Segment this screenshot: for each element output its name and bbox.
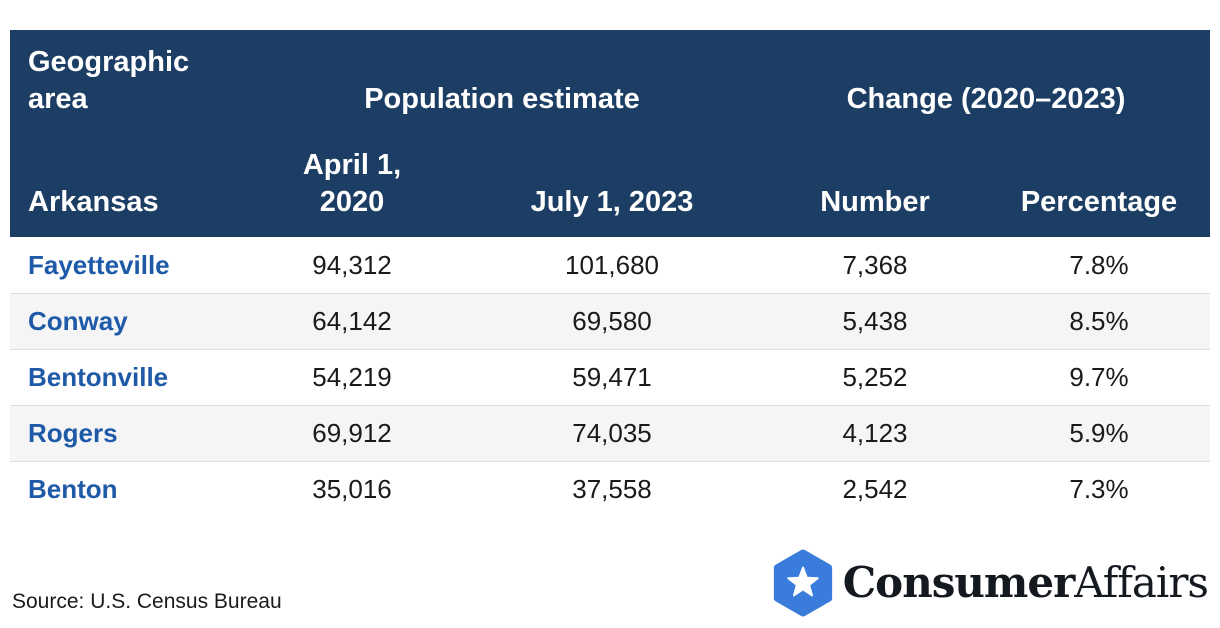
star-hexagon-icon — [773, 549, 832, 617]
header-geographic-area: Geographic area — [10, 30, 242, 134]
header-col-percentage: Percentage — [1020, 186, 1178, 218]
change-number-value: 4,123 — [842, 418, 908, 448]
change-number-value: 2,542 — [842, 474, 908, 504]
table-row-bentonville: Bentonville 54,219 59,471 5,252 9.7% — [10, 349, 1210, 405]
city-link-benton[interactable]: Benton — [28, 474, 118, 504]
july-2023-value: 59,471 — [572, 362, 652, 392]
change-percentage-value: 8.5% — [1069, 306, 1129, 336]
city-link-conway[interactable]: Conway — [28, 306, 128, 336]
source-attribution: Source: U.S. Census Bureau — [12, 590, 282, 613]
city-link-bentonville[interactable]: Bentonville — [28, 362, 169, 392]
table-header: Geographic area Population estimate Chan… — [10, 30, 1210, 237]
table-row-benton: Benton 35,016 37,558 2,542 7.3% — [10, 461, 1210, 517]
change-number-value: 7,368 — [842, 249, 908, 280]
april-2020-value: 69,912 — [312, 418, 392, 448]
logo-word-consumer: Consumer — [842, 558, 1075, 607]
april-2020-value: 94,312 — [312, 249, 392, 280]
table-row-conway: Conway 64,142 69,580 5,438 8.5% — [10, 293, 1210, 349]
population-table: Geographic area Population estimate Chan… — [10, 30, 1210, 517]
change-number-value: 5,438 — [842, 306, 908, 336]
city-link-rogers[interactable]: Rogers — [28, 418, 118, 448]
header-col-july-2023: July 1, 2023 — [530, 186, 694, 218]
header-group-change: Change (2020–2023) — [846, 83, 1126, 115]
table-body: Fayetteville 94,312 101,680 7,368 7.8% C… — [10, 237, 1210, 517]
city-link-fayetteville[interactable]: Fayetteville — [28, 249, 170, 280]
change-percentage-value: 7.3% — [1069, 474, 1129, 504]
change-number-value: 5,252 — [842, 362, 908, 392]
july-2023-value: 101,680 — [565, 249, 659, 280]
april-2020-value: 64,142 — [312, 306, 392, 336]
logo-wordmark: ConsumerAffairs — [842, 549, 1209, 617]
april-2020-value: 35,016 — [312, 474, 392, 504]
april-2020-value: 54,219 — [312, 362, 392, 392]
july-2023-value: 69,580 — [572, 306, 652, 336]
change-percentage-value: 7.8% — [1069, 249, 1129, 280]
header-col-april-2020: April 1, 2020 — [242, 134, 462, 237]
july-2023-value: 74,035 — [572, 418, 652, 448]
header-geographic-area-label: Geographic area — [28, 46, 190, 115]
july-2023-value: 37,558 — [572, 474, 652, 504]
header-col-number: Number — [820, 186, 930, 218]
change-percentage-value: 5.9% — [1069, 418, 1129, 448]
consumeraffairs-logo[interactable]: ConsumerAffairs — [772, 549, 1209, 617]
header-group-population-estimate: Population estimate — [364, 83, 640, 115]
table-row-rogers: Rogers 69,912 74,035 4,123 5.9% — [10, 405, 1210, 461]
header-region-arkansas: Arkansas — [28, 186, 159, 218]
header-col-april-2020-label: April 1, 2020 — [302, 149, 402, 218]
change-percentage-value: 9.7% — [1069, 362, 1129, 392]
table-row-fayetteville: Fayetteville 94,312 101,680 7,368 7.8% — [10, 237, 1210, 293]
logo-word-affairs: Affairs — [1074, 558, 1209, 607]
